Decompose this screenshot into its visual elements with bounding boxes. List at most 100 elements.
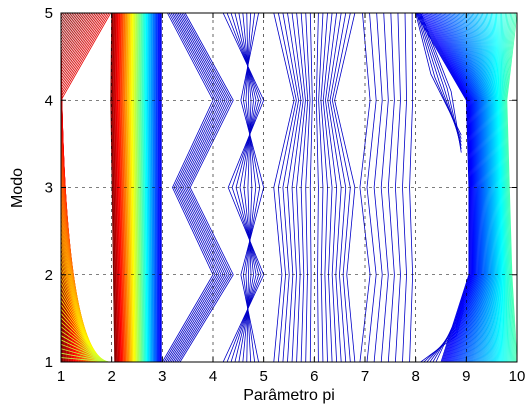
x-tick-label: 5	[259, 368, 267, 385]
contour-line	[394, 13, 401, 362]
contour-line	[322, 13, 333, 362]
contour-line	[61, 339, 108, 362]
contour-line	[112, 13, 118, 362]
contour-line	[476, 13, 496, 362]
x-tick-label: 10	[509, 368, 526, 385]
contour-line	[494, 13, 504, 362]
contour-line	[315, 13, 319, 362]
contour-line	[134, 13, 138, 362]
contour-line	[502, 13, 511, 362]
contour-line	[359, 13, 371, 362]
contour-line	[462, 13, 490, 362]
contour-line	[61, 13, 89, 62]
contour-line	[61, 13, 70, 29]
contour-line	[127, 13, 132, 362]
contour-line	[120, 13, 125, 362]
contour-line	[174, 13, 228, 362]
contour-line	[240, 13, 265, 362]
contour-line	[61, 13, 108, 95]
contour-line	[502, 13, 510, 362]
contour-line	[135, 13, 139, 362]
y-tick-label: 1	[45, 354, 53, 371]
contour-line	[493, 13, 503, 362]
contour-line	[135, 13, 139, 362]
contour-line	[176, 13, 230, 362]
contour-line	[424, 13, 474, 362]
contour-line	[444, 13, 482, 362]
contour-line	[61, 13, 69, 26]
contour-line	[179, 13, 234, 362]
contour-line	[149, 13, 152, 362]
contour-line	[419, 13, 471, 362]
contour-line	[503, 13, 513, 362]
contour-line	[119, 13, 124, 362]
contour-line	[61, 13, 82, 50]
contour-line	[492, 13, 502, 362]
contour-line	[167, 13, 220, 362]
contour-line	[488, 13, 501, 362]
contour-line	[457, 13, 488, 362]
contour-line	[161, 13, 214, 362]
contour-line	[128, 13, 132, 362]
contour-line	[142, 13, 145, 362]
contour-line	[478, 13, 496, 362]
contour-line	[426, 13, 475, 362]
contour-line	[141, 13, 144, 362]
contour-line	[329, 13, 347, 362]
contour-line	[373, 13, 383, 362]
contour-line	[61, 13, 79, 44]
contour-line	[471, 13, 494, 362]
contour-line	[402, 13, 407, 362]
x-tick-label: 6	[310, 368, 318, 385]
contour-line	[423, 13, 473, 362]
contour-line	[282, 13, 300, 362]
contour-line	[61, 13, 106, 92]
contour-line	[474, 13, 495, 362]
contour-line	[366, 13, 377, 362]
contour-line	[387, 13, 395, 362]
contour-line	[148, 13, 151, 362]
contour-line	[305, 13, 311, 362]
contour-line	[61, 348, 109, 362]
contour-line	[61, 335, 108, 362]
contour-line	[334, 13, 356, 362]
contour-line	[435, 13, 478, 362]
contour-line	[126, 13, 131, 362]
contour-line	[61, 13, 112, 101]
contour-line	[61, 13, 65, 20]
contour-line	[61, 13, 100, 80]
x-tick-label: 4	[209, 368, 217, 385]
x-tick-label: 8	[411, 368, 419, 385]
contour-line	[61, 13, 81, 47]
x-axis-label: Parâmetro pi	[243, 387, 335, 404]
contour-line	[143, 13, 146, 362]
contour-line	[418, 13, 462, 146]
y-tick-labels: 1 2 3 4 5	[45, 5, 53, 371]
contour-line	[61, 13, 72, 32]
contour-line	[61, 13, 88, 59]
y-tick-label: 2	[45, 267, 53, 284]
contour-line	[150, 13, 152, 362]
contour-line	[61, 13, 94, 71]
contour-line	[169, 13, 222, 362]
contour-line	[472, 13, 494, 362]
y-tick-label: 4	[45, 92, 53, 109]
contour-line	[456, 13, 487, 362]
contour-line	[61, 352, 110, 362]
contour-line	[455, 13, 487, 362]
contour-line	[61, 13, 86, 56]
y-axis-label: Modo	[9, 168, 26, 208]
contour-line	[421, 13, 472, 362]
contour-line	[496, 13, 504, 362]
contour-line	[503, 13, 512, 362]
contour-line	[61, 13, 96, 74]
contour-line	[489, 13, 501, 362]
x-tick-label: 1	[57, 368, 65, 385]
contour-line	[438, 13, 480, 362]
contour-line	[309, 13, 313, 362]
y-tick-label: 5	[45, 5, 53, 22]
contour-line	[61, 13, 77, 41]
contour-line	[61, 13, 74, 35]
contour-line	[425, 13, 474, 362]
